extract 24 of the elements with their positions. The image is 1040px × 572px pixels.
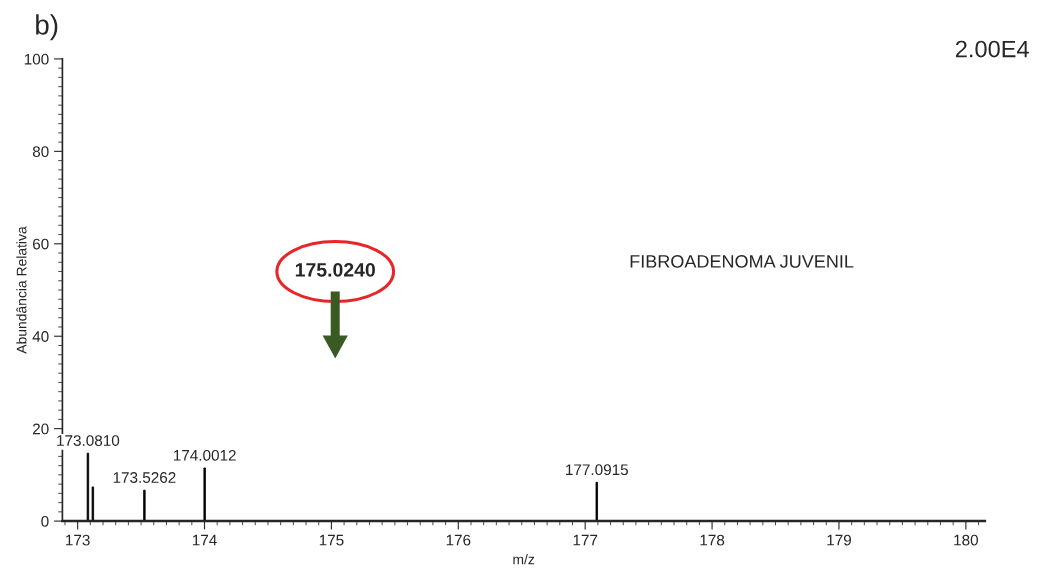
x-tick-label: 180 bbox=[954, 534, 978, 546]
x-tick-label: 178 bbox=[700, 534, 725, 546]
x-tick-label: 176 bbox=[446, 534, 471, 546]
x-tick-label: 177 bbox=[573, 534, 598, 546]
y-tick-label: 80 bbox=[32, 146, 49, 158]
text: b) bbox=[36, 14, 58, 41]
y-tick-label: 40 bbox=[32, 331, 49, 342]
annotation: 173.0810 bbox=[57, 435, 120, 446]
x-axis-title: m/z bbox=[513, 554, 535, 565]
y-tick-label: 100 bbox=[24, 53, 49, 65]
y-tick-label: 60 bbox=[32, 238, 49, 250]
y-tick-label: 0 bbox=[41, 515, 49, 527]
annotation: 174.0012 bbox=[173, 449, 236, 461]
y-axis-title: Abundância Relativa bbox=[16, 226, 27, 354]
x-tick-label: 173 bbox=[66, 534, 90, 546]
x-tick-label: 179 bbox=[827, 534, 851, 546]
text: 2.00E4 bbox=[955, 40, 1029, 58]
annotation: 173.5262 bbox=[113, 472, 176, 483]
annotation: 177.0915 bbox=[566, 464, 629, 476]
y-tick-label: 20 bbox=[32, 423, 49, 435]
annotation: 175.0240 bbox=[295, 262, 375, 277]
x-tick-label: 174 bbox=[192, 534, 217, 546]
x-tick-label: 175 bbox=[319, 534, 344, 546]
annotation: FIBROADENOMA JUVENIL bbox=[630, 255, 854, 268]
